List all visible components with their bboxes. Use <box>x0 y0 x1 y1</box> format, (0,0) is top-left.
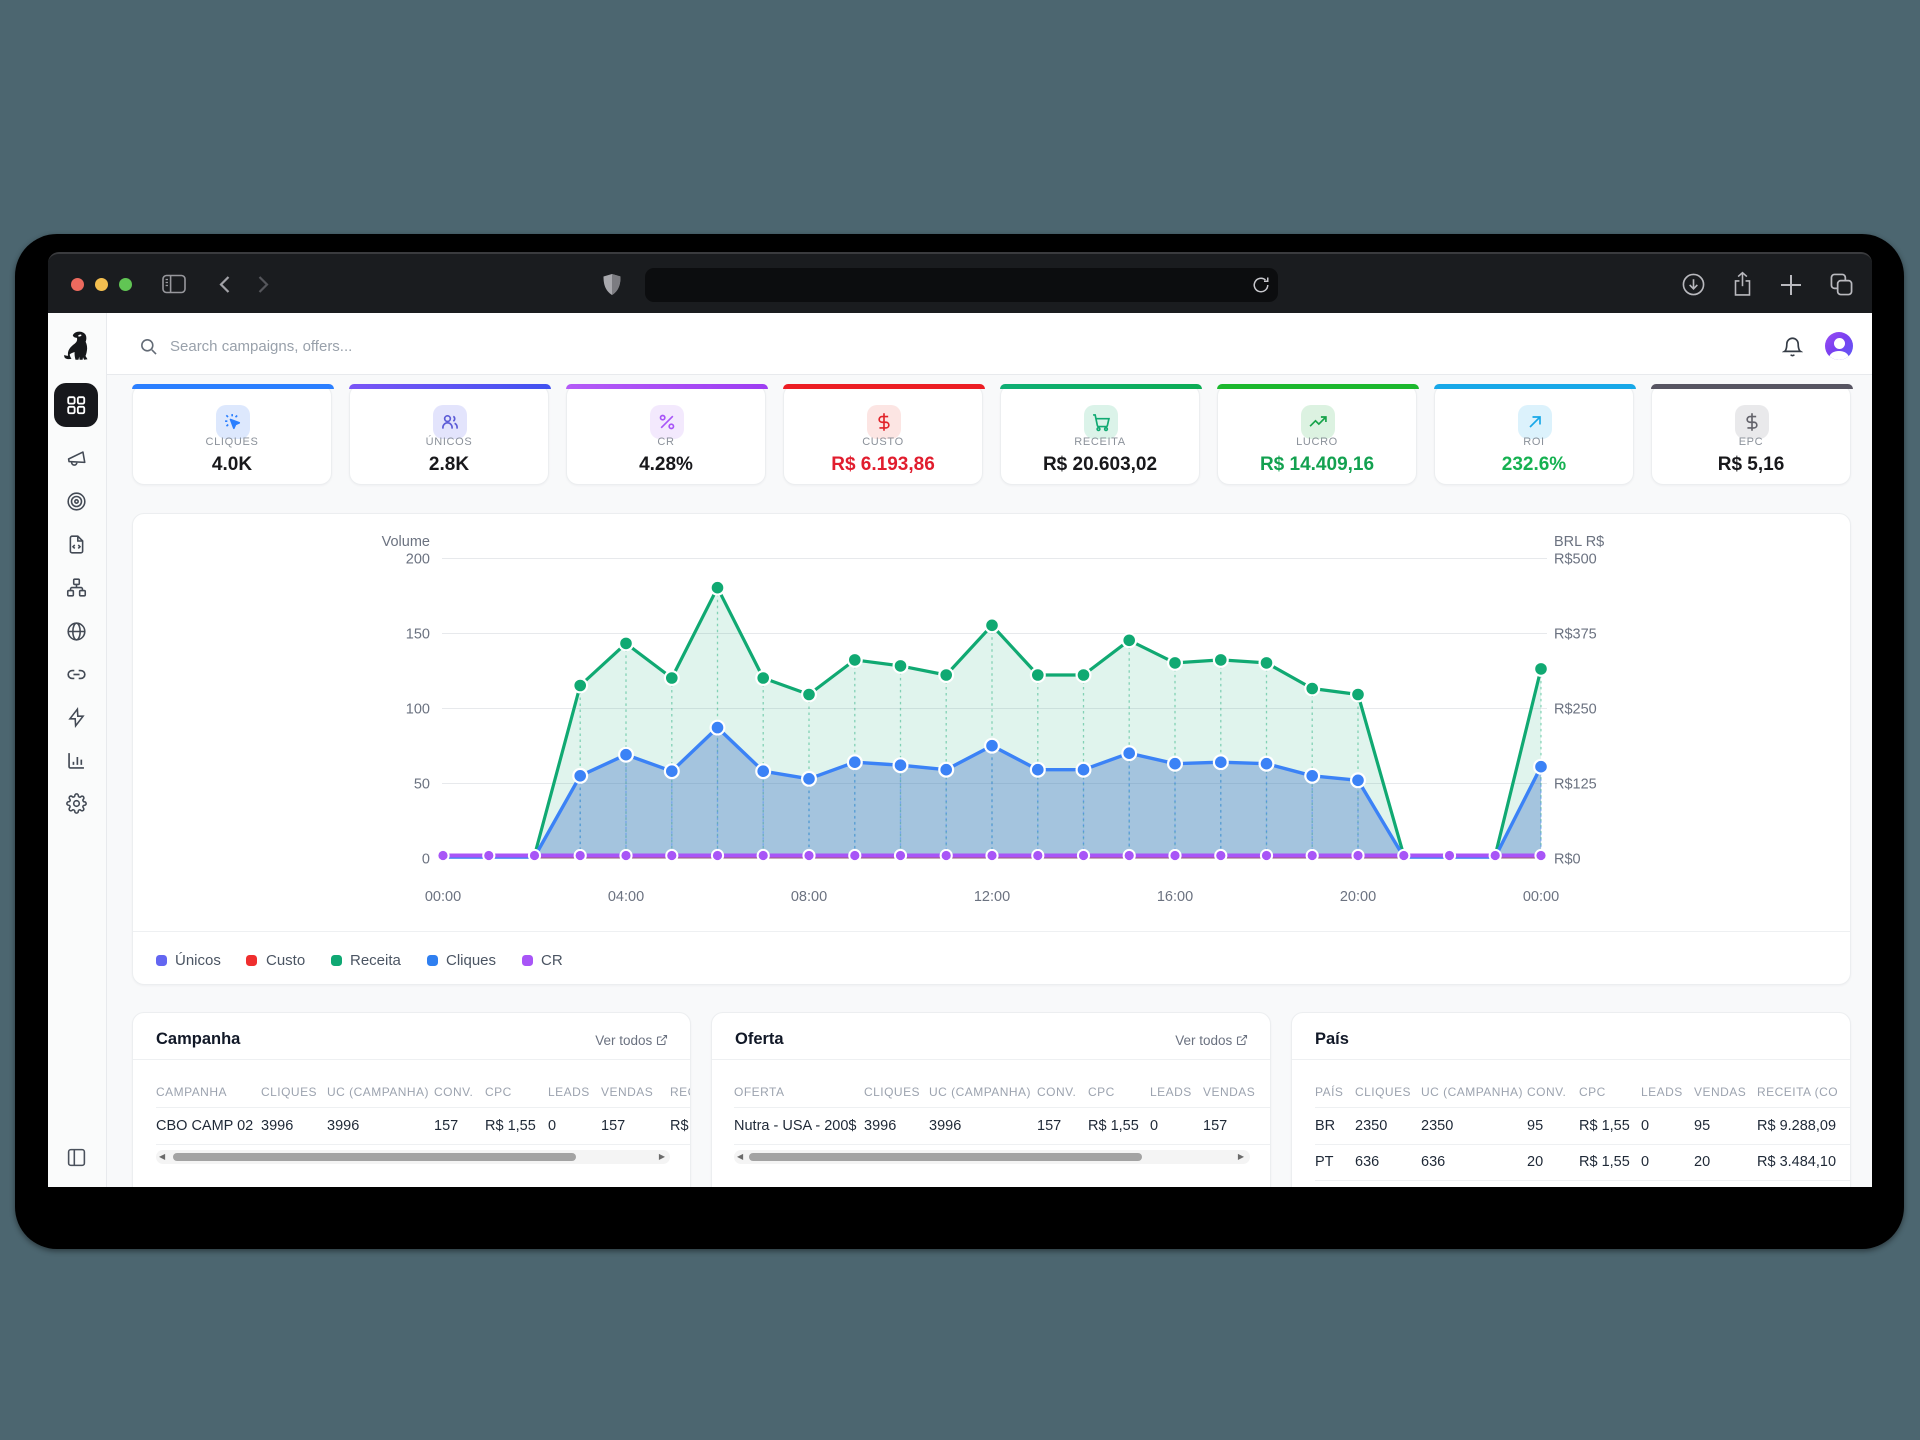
svg-text:20:00: 20:00 <box>1340 889 1376 905</box>
svg-text:R$500: R$500 <box>1554 552 1597 568</box>
svg-text:00:00: 00:00 <box>425 889 461 905</box>
svg-text:R$0: R$0 <box>1554 852 1581 868</box>
svg-text:Volume: Volume <box>382 534 430 550</box>
svg-text:150: 150 <box>406 627 430 643</box>
svg-text:BRL R$: BRL R$ <box>1554 534 1604 550</box>
svg-text:100: 100 <box>406 702 430 718</box>
svg-text:R$250: R$250 <box>1554 702 1597 718</box>
svg-text:12:00: 12:00 <box>974 889 1010 905</box>
svg-text:04:00: 04:00 <box>608 889 644 905</box>
svg-text:200: 200 <box>406 552 430 568</box>
svg-text:00:00: 00:00 <box>1523 889 1559 905</box>
svg-text:R$125: R$125 <box>1554 777 1597 793</box>
svg-text:08:00: 08:00 <box>791 889 827 905</box>
svg-text:0: 0 <box>422 852 430 868</box>
svg-text:50: 50 <box>414 777 430 793</box>
svg-text:16:00: 16:00 <box>1157 889 1193 905</box>
svg-text:R$375: R$375 <box>1554 627 1597 643</box>
